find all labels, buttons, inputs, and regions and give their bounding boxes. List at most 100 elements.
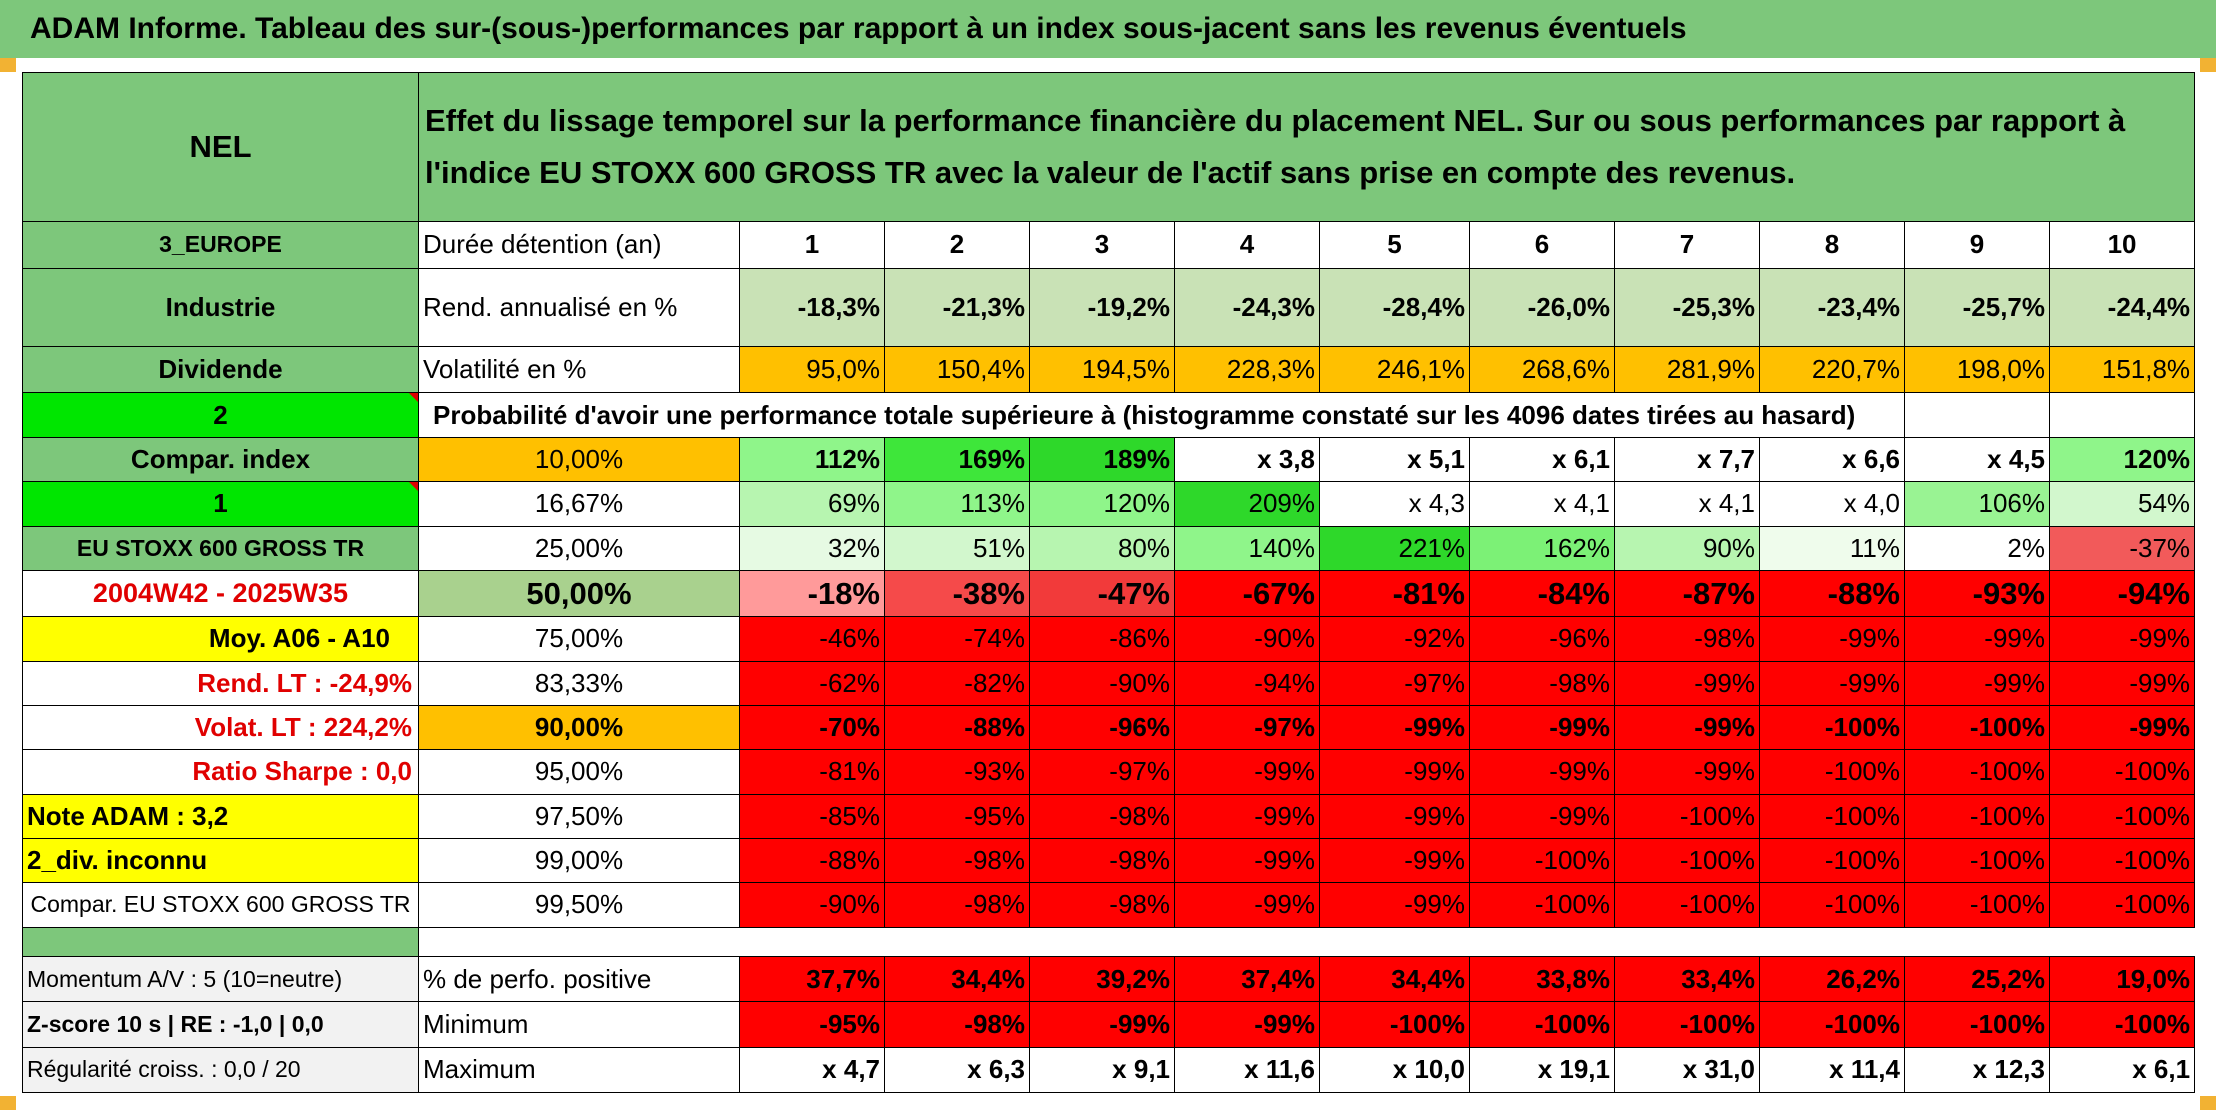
- rend-value: -24,3%: [1174, 267, 1320, 348]
- positive-value: 26,2%: [1759, 955, 1905, 1003]
- quantile-value: x 4,5: [1904, 436, 2050, 483]
- quantile-value: -74%: [884, 616, 1030, 662]
- volat-label: Volatilité en %: [418, 346, 740, 394]
- quantile-value: -100%: [1759, 837, 1905, 884]
- year-header: 5: [1319, 221, 1470, 269]
- quantile-value: -99%: [2048, 616, 2196, 662]
- zscore-cell: Z-score 10 s | RE : -1,0 | 0,0: [22, 1001, 419, 1048]
- rend-value: -24,4%: [2048, 267, 2196, 348]
- spacer-row: [419, 927, 2195, 956]
- year-header: 4: [1174, 221, 1320, 269]
- quantile-value: x 5,1: [1319, 436, 1470, 483]
- quantile-value: x 6,1: [1469, 436, 1615, 483]
- quantile-value: -99%: [1759, 616, 1905, 662]
- quantile-value: 162%: [1469, 525, 1615, 571]
- quantile-value: -82%: [884, 660, 1030, 706]
- minimum-value: -99%: [1174, 1001, 1320, 1048]
- quantile-value: -100%: [2048, 749, 2196, 795]
- maximum-value: x 10,0: [1319, 1046, 1470, 1094]
- volat-value: 150,4%: [884, 346, 1030, 394]
- quantile-value: -99%: [1319, 882, 1470, 928]
- quantile-value: -90%: [1029, 660, 1175, 706]
- rend-value: -26,0%: [1469, 267, 1615, 348]
- quantile-value: -100%: [2048, 882, 2196, 928]
- quantile-value: 2%: [1904, 525, 2050, 571]
- maximum-value: x 9,1: [1029, 1046, 1175, 1094]
- quantile-value: 112%: [739, 436, 885, 483]
- year-header: 10: [2048, 221, 2196, 269]
- quantile-label: 16,67%: [418, 481, 740, 527]
- quantile-value: -18%: [739, 569, 885, 618]
- sharpe-cell: Ratio Sharpe : 0,0: [22, 749, 419, 795]
- quantile-label: 75,00%: [418, 616, 740, 662]
- quantile-value: -99%: [1174, 837, 1320, 884]
- quantile-value: 11%: [1759, 525, 1905, 571]
- quantile-value: -93%: [1904, 569, 2050, 618]
- quantile-value: -87%: [1614, 569, 1760, 618]
- dividend-cell: Dividende: [22, 346, 419, 394]
- quantile-value: -99%: [1614, 749, 1760, 795]
- report-banner-title: ADAM Informe. Tableau des sur-(sous-)per…: [0, 0, 2216, 58]
- minimum-value: -100%: [1759, 1001, 1905, 1048]
- minimum-value: -98%: [884, 1001, 1030, 1048]
- volat-value: 220,7%: [1759, 346, 1905, 394]
- quantile-value: -98%: [1614, 616, 1760, 662]
- duration-label: Durée détention (an): [418, 221, 740, 269]
- volat-value: 198,0%: [1904, 346, 2050, 394]
- positive-value: 37,7%: [739, 955, 885, 1003]
- quantile-value: x 4,1: [1614, 481, 1760, 527]
- minimum-value: -100%: [1319, 1001, 1470, 1048]
- quantile-label: 83,33%: [418, 660, 740, 706]
- minimum-value: -100%: [2048, 1001, 2196, 1048]
- quantile-label: 10,00%: [418, 436, 740, 483]
- quantile-value: x 3,8: [1174, 436, 1320, 483]
- minimum-value: -95%: [739, 1001, 885, 1048]
- corner-marker-right: [2200, 58, 2216, 72]
- quantile-value: 32%: [739, 525, 885, 571]
- quantile-value: -98%: [1469, 660, 1615, 706]
- rend-value: -23,4%: [1759, 267, 1905, 348]
- spacer-cell: [22, 926, 419, 957]
- minimum-value: -100%: [1614, 1001, 1760, 1048]
- note-adam-cell: Note ADAM : 3,2: [22, 793, 419, 839]
- sector-cell: Industrie: [22, 267, 419, 348]
- quantile-value: -100%: [1614, 793, 1760, 839]
- quantile-value: -46%: [739, 616, 885, 662]
- maximum-value: x 31,0: [1614, 1046, 1760, 1094]
- quantile-value: -97%: [1174, 704, 1320, 751]
- quantile-value: -100%: [1759, 882, 1905, 928]
- quantile-value: -88%: [884, 704, 1030, 751]
- probability-title: Probabilité d'avoir une performance tota…: [418, 392, 1905, 438]
- corner-marker-left: [0, 58, 16, 72]
- quantile-value: -99%: [1469, 749, 1615, 795]
- corner-marker-bottom-left: [0, 1096, 16, 1110]
- quantile-label: 95,00%: [418, 749, 740, 795]
- empty-cell: [1904, 392, 2050, 438]
- quantile-value: 80%: [1029, 525, 1175, 571]
- performance-table: NEL Effet du lissage temporel sur la per…: [22, 71, 2196, 1094]
- quantile-value: -99%: [1469, 704, 1615, 751]
- volat-value: 268,6%: [1469, 346, 1615, 394]
- quantile-label: 99,50%: [418, 882, 740, 928]
- positive-value: 33,4%: [1614, 955, 1760, 1003]
- momentum-cell: Momentum A/V : 5 (10=neutre): [22, 955, 419, 1003]
- positive-label: % de perfo. positive: [418, 955, 740, 1003]
- maximum-value: x 6,3: [884, 1046, 1030, 1094]
- quantile-value: -67%: [1174, 569, 1320, 618]
- quantile-value: -98%: [1029, 793, 1175, 839]
- quantile-value: -100%: [1904, 882, 2050, 928]
- volat-lt-cell: Volat. LT : 224,2%: [22, 704, 419, 751]
- quantile-value: -97%: [1319, 660, 1470, 706]
- quantile-value: -99%: [1174, 882, 1320, 928]
- minimum-label: Minimum: [418, 1001, 740, 1048]
- quantile-label: 25,00%: [418, 525, 740, 571]
- quantile-value: -97%: [1029, 749, 1175, 795]
- moy-cell: Moy. A06 - A10: [22, 616, 419, 662]
- empty-cell: [2048, 392, 2196, 438]
- quantile-value: -100%: [1614, 882, 1760, 928]
- quantile-value: -98%: [1029, 882, 1175, 928]
- rend-value: -19,2%: [1029, 267, 1175, 348]
- maximum-value: x 11,6: [1174, 1046, 1320, 1094]
- positive-value: 33,8%: [1469, 955, 1615, 1003]
- quantile-value: -93%: [884, 749, 1030, 795]
